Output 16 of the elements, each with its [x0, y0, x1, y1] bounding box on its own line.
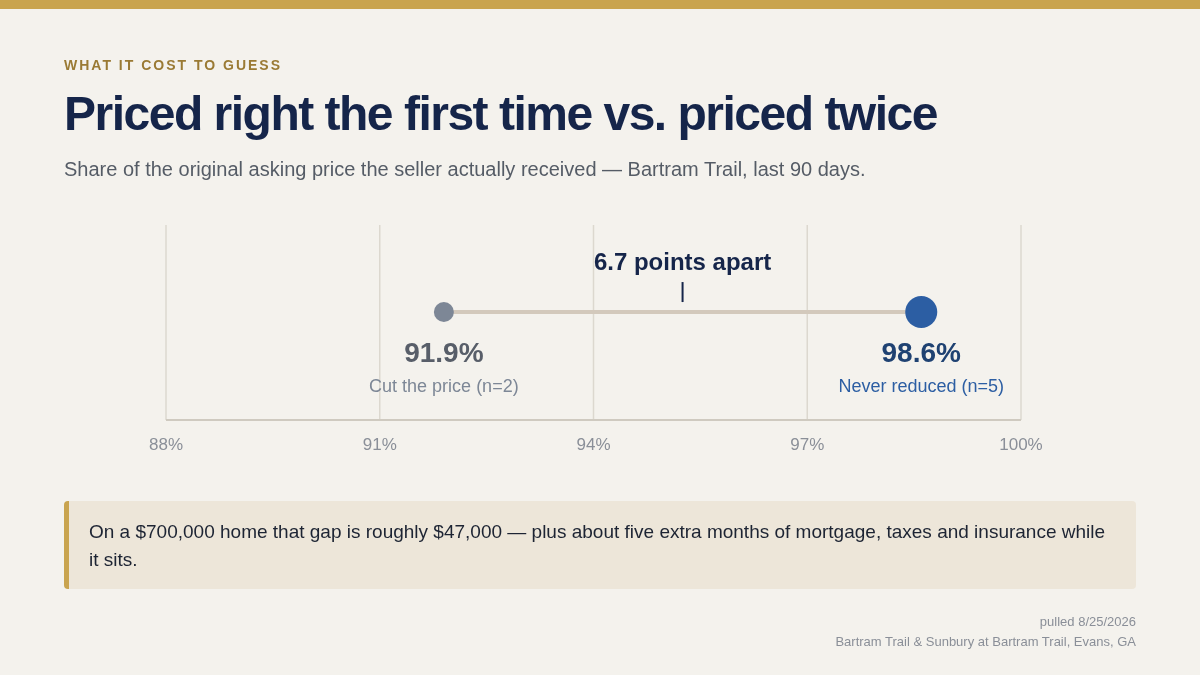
- text: On a $700,000 home that gap is roughly $47,000 — plus about five extra months of mortgage, taxes and insurance while it sits.: [64, 501, 1136, 589]
- x-tick-label: 91%: [362, 435, 397, 455]
- chart-title: Priced right the first time vs. priced twice: [64, 86, 937, 141]
- chart-subtitle: Share of the original asking price the seller actually received — Bartram Trail, last 90 days.: [64, 158, 866, 181]
- data-label: 98.6%: [881, 337, 962, 369]
- x-tick-label: 88%: [148, 435, 184, 455]
- text: pulled 8/25/2026: [1038, 613, 1136, 631]
- x-tick-label: 94%: [576, 435, 611, 455]
- text: Bartram Trail & Sunbury at Bartram Trail, Evans, GA: [835, 633, 1136, 651]
- text: Never reduced (n=5): [838, 376, 1005, 397]
- data-label: 91.9%: [404, 337, 484, 369]
- text: Cut the price (n=2): [369, 376, 519, 397]
- x-tick-label: 97%: [790, 435, 825, 455]
- x-tick-label: 100%: [999, 435, 1043, 455]
- text: WHAT IT COST TO GUESS: [64, 57, 283, 73]
- annotation: 6.7 points apart: [593, 248, 772, 276]
